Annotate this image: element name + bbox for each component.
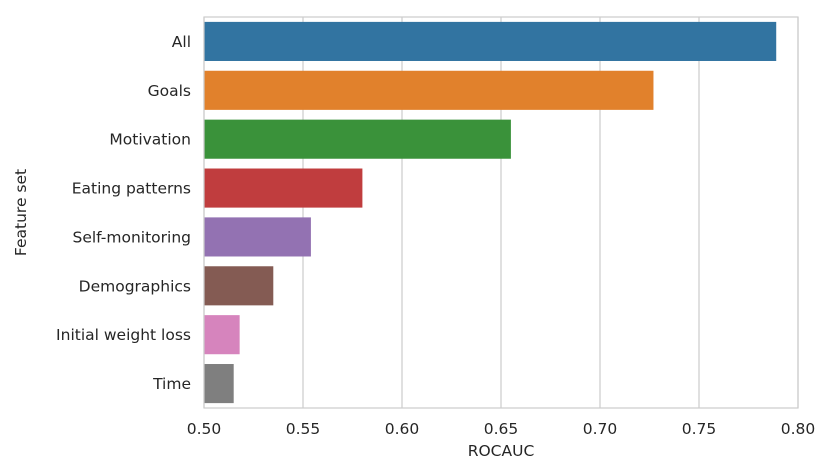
category-labels: All Goals Motivation Eating patterns Self-mo… <box>56 33 191 393</box>
bar <box>204 266 274 306</box>
category-label: All <box>172 33 191 51</box>
x-tick-label: 0.65 <box>484 420 519 438</box>
x-tick-label: 0.80 <box>781 420 816 438</box>
bar <box>204 315 240 355</box>
x-tick-label: 0.60 <box>385 420 420 438</box>
category-label: Time <box>152 375 191 393</box>
bar <box>204 217 311 257</box>
x-tick-label: 0.50 <box>187 420 222 438</box>
bar <box>204 70 654 110</box>
bar <box>204 21 777 61</box>
y-axis-title: Feature set <box>12 169 30 256</box>
bars <box>204 21 777 404</box>
x-tick-label: 0.70 <box>583 420 618 438</box>
bar <box>204 119 511 159</box>
x-tick-labels: 0.50 0.55 0.60 0.65 0.70 0.75 0.80 <box>187 420 816 438</box>
x-tick-label: 0.55 <box>286 420 321 438</box>
category-label: Motivation <box>109 131 191 149</box>
category-label: Demographics <box>79 277 191 295</box>
category-label: Self-monitoring <box>73 228 192 246</box>
x-tick-label: 0.75 <box>682 420 717 438</box>
category-label: Eating patterns <box>72 180 191 198</box>
x-axis-title: ROCAUC <box>468 442 535 460</box>
category-label: Initial weight loss <box>56 326 191 344</box>
bar <box>204 364 234 404</box>
category-label: Goals <box>148 82 191 100</box>
plot-frame <box>203 16 799 409</box>
bar <box>204 168 363 208</box>
